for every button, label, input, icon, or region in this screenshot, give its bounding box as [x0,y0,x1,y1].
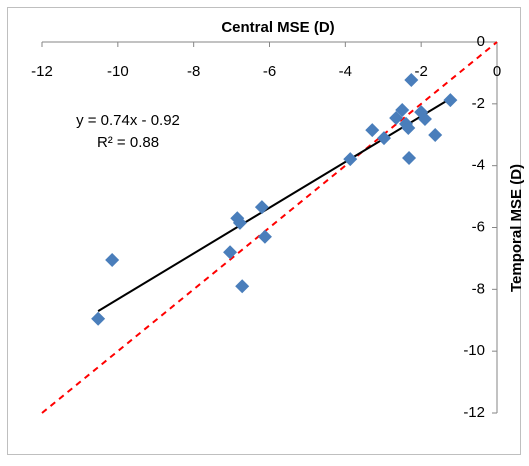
data-point [232,215,247,230]
y-tick-label: -2 [472,95,485,112]
data-point [223,245,238,260]
x-tick-label: 0 [493,63,501,80]
x-tick-label: -4 [339,63,352,80]
x-tick-label: -2 [414,63,427,80]
data-point [257,229,272,244]
data-point [428,128,443,143]
y-tick-label: -4 [472,157,485,174]
y-axis-title: Temporal MSE (D) [508,164,525,292]
data-point [443,93,458,108]
data-point [402,150,417,165]
r-squared: R² = 0.88 [97,134,159,151]
chart-frame [7,7,521,455]
trendline [97,97,451,312]
trendline-equation: y = 0.74x - 0.92 [76,112,180,129]
x-tick-label: -12 [31,63,53,80]
data-point [105,252,120,267]
reference-line [41,41,498,414]
x-tick-label: -10 [107,63,129,80]
y-tick-label: -8 [472,280,485,297]
data-point [343,152,358,167]
y-tick-label: -10 [463,342,485,359]
y-tick-label: 0 [477,33,485,50]
data-point [377,131,392,146]
y-tick-label: -12 [463,404,485,421]
data-point [91,311,106,326]
data-point [404,73,419,88]
data-point [395,103,410,118]
data-point [235,279,250,294]
data-point [401,120,416,135]
data-point [417,111,432,126]
data-point [254,200,269,215]
x-axis-title: Central MSE (D) [221,19,334,36]
x-tick-label: -6 [263,63,276,80]
x-tick-label: -8 [187,63,200,80]
y-tick-label: -6 [472,218,485,235]
data-point [365,123,380,138]
data-point [389,111,404,126]
